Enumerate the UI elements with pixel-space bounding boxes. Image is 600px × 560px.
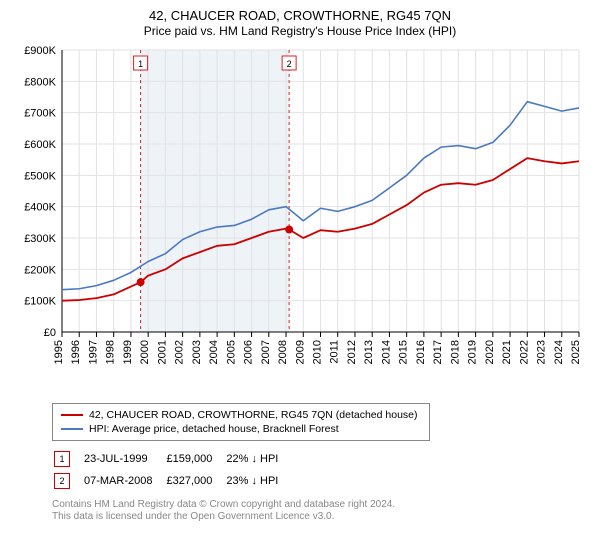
svg-text:£400K: £400K <box>24 202 56 214</box>
svg-text:£500K: £500K <box>24 170 56 182</box>
svg-text:£300K: £300K <box>24 233 56 245</box>
svg-text:2006: 2006 <box>243 340 255 364</box>
table-row: 2 07-MAR-2008£327,00023% ↓ HPI <box>54 471 290 491</box>
sale-marker: 1 <box>54 451 70 467</box>
legend-swatch <box>61 414 83 416</box>
sales-table: 1 23-JUL-1999£159,00022% ↓ HPI 2 07-MAR-200… <box>52 447 292 493</box>
legend-swatch <box>61 428 83 430</box>
svg-text:2023: 2023 <box>536 340 548 364</box>
svg-text:2014: 2014 <box>380 340 392 364</box>
footer-line-1: Contains HM Land Registry data © Crown c… <box>52 499 586 511</box>
svg-text:£800K: £800K <box>24 76 56 88</box>
svg-text:1997: 1997 <box>87 340 99 364</box>
svg-text:2019: 2019 <box>467 340 479 364</box>
sale-date: 23-JUL-1999 <box>84 449 164 469</box>
sale-date: 07-MAR-2008 <box>84 471 164 491</box>
svg-text:1998: 1998 <box>105 340 117 364</box>
legend-label: HPI: Average price, detached house, Brac… <box>89 422 339 436</box>
svg-text:2013: 2013 <box>363 340 375 364</box>
svg-text:1999: 1999 <box>122 340 134 364</box>
legend: 42, CHAUCER ROAD, CROWTHORNE, RG45 7QN (… <box>52 403 430 441</box>
sale-delta: 22% ↓ HPI <box>226 449 290 469</box>
svg-text:1996: 1996 <box>70 340 82 364</box>
svg-text:2017: 2017 <box>432 340 444 364</box>
svg-text:2007: 2007 <box>260 340 272 364</box>
footer-line-2: This data is licensed under the Open Gov… <box>52 511 586 523</box>
legend-row: 42, CHAUCER ROAD, CROWTHORNE, RG45 7QN (… <box>61 408 421 422</box>
page-subtitle: Price paid vs. HM Land Registry's House … <box>14 24 586 38</box>
svg-text:1995: 1995 <box>53 340 65 364</box>
svg-text:2022: 2022 <box>518 340 530 364</box>
svg-text:2025: 2025 <box>570 340 582 364</box>
footer-attribution: Contains HM Land Registry data © Crown c… <box>52 499 586 523</box>
sale-delta: 23% ↓ HPI <box>226 471 290 491</box>
svg-text:£900K: £900K <box>24 45 56 57</box>
svg-text:2024: 2024 <box>553 340 565 364</box>
svg-text:2011: 2011 <box>329 340 341 364</box>
sale-price: £159,000 <box>166 449 224 469</box>
svg-text:2008: 2008 <box>277 340 289 364</box>
price-chart: £0 £100K £200K £300K £400K £500K £600K £700K £80… <box>14 42 586 397</box>
page-title: 42, CHAUCER ROAD, CROWTHORNE, RG45 7QN <box>14 8 586 23</box>
svg-text:2004: 2004 <box>208 340 220 364</box>
svg-text:2001: 2001 <box>156 340 168 364</box>
svg-text:2015: 2015 <box>398 340 410 364</box>
svg-text:£700K: £700K <box>24 108 56 120</box>
svg-text:2012: 2012 <box>346 340 358 364</box>
svg-text:£0: £0 <box>44 327 56 339</box>
svg-text:£200K: £200K <box>24 264 56 276</box>
svg-text:2000: 2000 <box>139 340 151 364</box>
legend-row: HPI: Average price, detached house, Brac… <box>61 422 421 436</box>
svg-text:2005: 2005 <box>225 340 237 364</box>
svg-text:2018: 2018 <box>449 340 461 364</box>
svg-text:2002: 2002 <box>174 340 186 364</box>
svg-text:1: 1 <box>138 59 143 69</box>
svg-text:2020: 2020 <box>484 340 496 364</box>
legend-label: 42, CHAUCER ROAD, CROWTHORNE, RG45 7QN (… <box>89 408 418 422</box>
svg-text:2010: 2010 <box>312 340 324 364</box>
svg-text:2016: 2016 <box>415 340 427 364</box>
svg-text:2021: 2021 <box>501 340 513 364</box>
sale-marker: 2 <box>54 473 70 489</box>
svg-text:2003: 2003 <box>191 340 203 364</box>
table-row: 1 23-JUL-1999£159,00022% ↓ HPI <box>54 449 290 469</box>
svg-text:2: 2 <box>287 59 292 69</box>
sale-price: £327,000 <box>166 471 224 491</box>
svg-text:£600K: £600K <box>24 139 56 151</box>
svg-text:2009: 2009 <box>294 340 306 364</box>
svg-text:£100K: £100K <box>24 296 56 308</box>
